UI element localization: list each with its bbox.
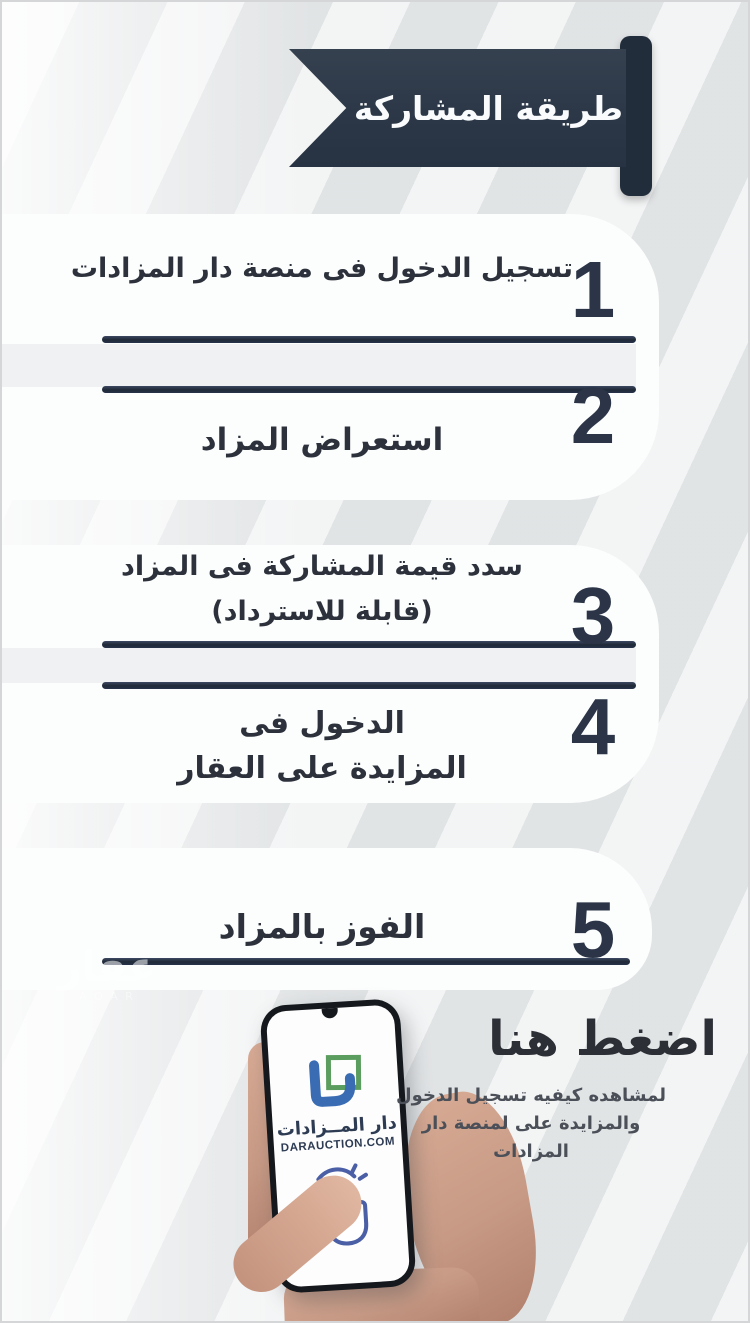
step-5-label: الفوز بالمزاد [218, 907, 426, 946]
step-3-label-line2: (قابلة للاسترداد) [211, 596, 433, 627]
dar-auction-d-logo-icon [309, 1054, 362, 1107]
phone-notch [321, 1004, 339, 1019]
watermark: عقار A Q A R [42, 942, 172, 1004]
step-1-label: تسجيل الدخول فى منصة دار المزادات [70, 253, 574, 284]
step-2-number: 2 [570, 371, 616, 460]
step-3-number: 3 [570, 571, 616, 660]
divider-line [102, 641, 636, 648]
watermark-subtext: A Q A R [79, 990, 135, 1004]
cta-subtitle-line1: لمشاهده كيفيه تسجيل الدخول [396, 1085, 666, 1106]
divider-line [102, 682, 636, 689]
divider-line [102, 386, 636, 393]
step-1-number: 1 [570, 245, 616, 334]
divider-line [102, 336, 636, 343]
divider-gap [2, 648, 636, 683]
header-ribbon: طريقة المشاركة [289, 49, 626, 167]
cta-headline[interactable]: اضغط هنا [488, 1011, 717, 1067]
divider-line [102, 958, 630, 965]
step-5-number: 5 [570, 885, 616, 974]
step-4-number: 4 [570, 682, 616, 771]
step-2-label: استعراض المزاد [200, 422, 444, 458]
step-4-label-line1: الدخول فى [239, 706, 405, 741]
page-title: طريقة المشاركة [353, 88, 624, 128]
step-3-label-line1: سدد قيمة المشاركة فى المزاد [121, 551, 523, 582]
watermark-text: عقار [57, 942, 157, 991]
step-panel-5 [2, 848, 652, 990]
step-4-label-line2: المزايدة على العقار [177, 751, 467, 786]
divider-gap [2, 344, 636, 387]
cta-subtitle: لمشاهده كيفيه تسجيل الدخول والمزايدة على… [395, 1082, 667, 1166]
cta-subtitle-line2: والمزايدة على لمنصة دار المزادات [421, 1112, 641, 1162]
